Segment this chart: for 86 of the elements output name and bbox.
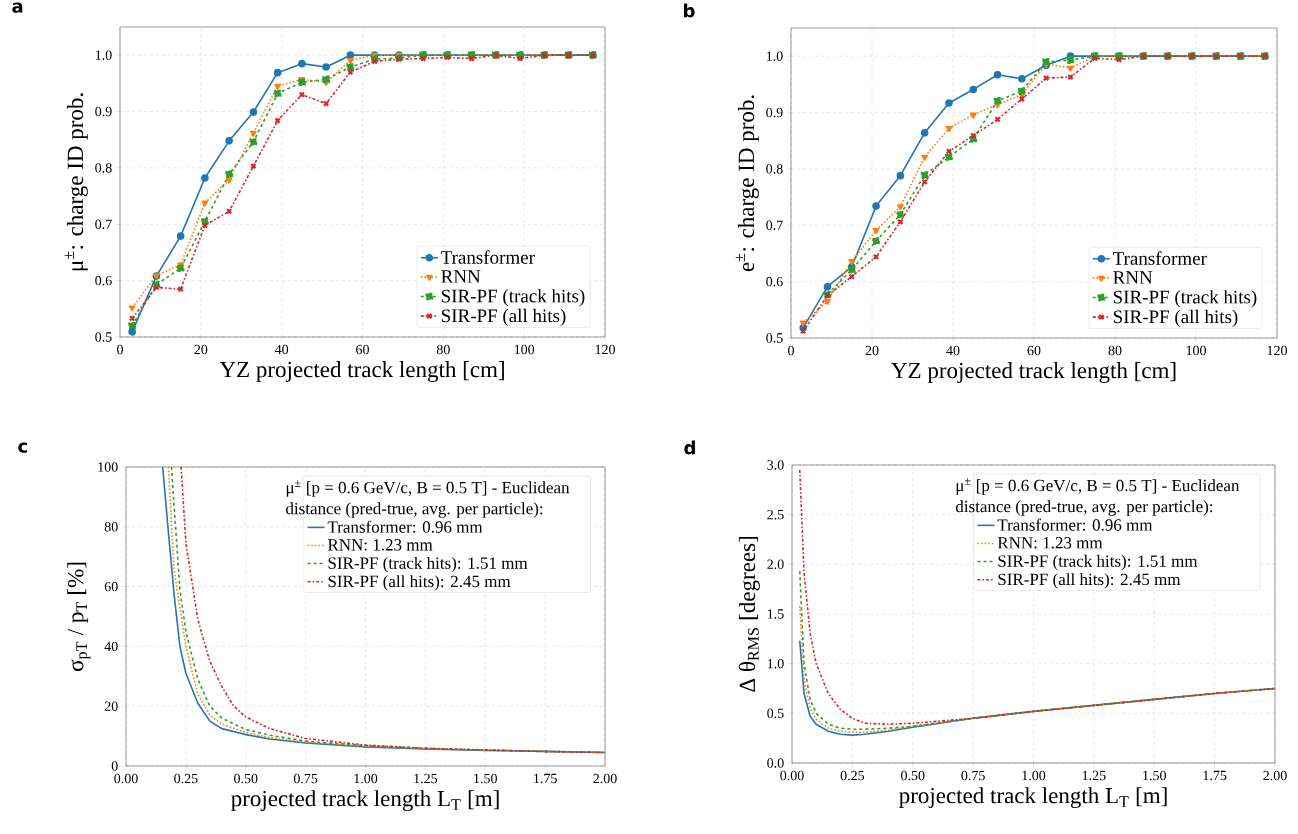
x-axis-title: YZ projected track length [cm] — [891, 362, 1176, 384]
y-tick-label: 40 — [104, 641, 118, 652]
legend-label: SIR-PF (all hits) — [1113, 309, 1238, 328]
chart-title: c — [18, 442, 28, 453]
x-tick-label: 40 — [946, 345, 960, 356]
x-tick-label: 1.25 — [414, 773, 438, 784]
y-tick-label: 0.5 — [767, 708, 784, 719]
y-tick-label: 1.0 — [95, 50, 112, 60]
y-tick-label: 3.0 — [767, 460, 784, 470]
legend-label: RNN — [441, 270, 481, 283]
x-tick-label: 60 — [1027, 345, 1041, 356]
legend-label: Transformer: 0.96 mm — [997, 518, 1153, 531]
y-tick-label: 0.0 — [767, 758, 784, 768]
x-axis-title: projected track length L$_{T}$ [m] — [231, 790, 499, 812]
legend-label: RNN: 1.23 mm — [997, 537, 1103, 549]
x-tick-label: 40 — [274, 344, 289, 355]
x-tick-label: 0.25 — [174, 773, 198, 784]
legend-label: SIR-PF (track hits) — [441, 289, 585, 307]
x-tick-label: 1.50 — [1143, 770, 1166, 781]
legend-label: Transformer: 0.96 mm — [327, 520, 483, 533]
y-tick-label: 60 — [104, 581, 118, 592]
y-tick-label: 2.5 — [767, 509, 784, 520]
y-tick-label: 0.5 — [95, 332, 112, 342]
x-tick-label: 20 — [865, 345, 879, 356]
y-tick-label: 0.9 — [766, 107, 783, 118]
x-tick-label: 60 — [356, 344, 369, 355]
y-axis-title: e$^{±}$: charge ID prob. — [735, 95, 759, 272]
x-axis-title: YZ projected track length [cm] — [219, 361, 504, 383]
x-tick-label: 1.00 — [1022, 770, 1046, 781]
x-tick-label: 0.25 — [840, 770, 865, 781]
x-tick-label: 1.75 — [534, 773, 557, 784]
x-axis-title: projected track length L$_{T}$ [m] — [899, 787, 1167, 809]
y-tick-label: 0.5 — [766, 333, 783, 343]
y-tick-label: 0.7 — [95, 219, 112, 230]
x-tick-label: 0.50 — [901, 770, 925, 781]
y-axis-title: σ$_{pT}$ / p$_{T}$ [%] — [67, 562, 91, 671]
legend-label: SIR-PF (track hits) — [1113, 290, 1257, 308]
y-tick-label: 1.0 — [767, 658, 784, 669]
y-tick-label: 0 — [111, 761, 118, 771]
x-tick-label: 0.50 — [234, 773, 258, 784]
x-tick-label: 0.00 — [780, 770, 804, 781]
x-tick-label: 1.25 — [1082, 770, 1106, 781]
x-tick-label: 20 — [194, 344, 208, 355]
x-tick-label: 0.00 — [114, 773, 138, 784]
x-tick-label: 0.75 — [961, 770, 985, 781]
y-tick-label: 0.6 — [95, 275, 112, 286]
x-tick-label: 120 — [1267, 345, 1287, 356]
chart-title: a — [12, 2, 23, 13]
y-tick-label: 0.6 — [766, 276, 783, 287]
legend-label: SIR-PF (track hits): 1.51 mm — [998, 554, 1198, 571]
x-tick-label: 0.75 — [293, 773, 318, 784]
x-tick-label: 1.00 — [354, 773, 378, 784]
y-axis-title: μ$^{±}$: charge ID prob. — [64, 93, 88, 271]
y-tick-label: 0.8 — [95, 163, 112, 173]
x-tick-label: 100 — [514, 344, 535, 355]
legend-label: SIR-PF (all hits): 2.45 mm — [998, 573, 1181, 589]
y-tick-label: 0.8 — [766, 164, 783, 174]
legend-title: μ$^{±}$ [p = 0.6 GeV/c, B = 0.5 T] - Euclidean distance (pred-true, avg. per particle): — [286, 480, 570, 518]
x-tick-label: 2.00 — [1263, 770, 1287, 781]
y-tick-label: 1.0 — [766, 51, 783, 61]
legend-label: RNN: 1.23 mm — [327, 539, 433, 551]
legend-label: RNN — [1113, 271, 1153, 284]
legend-label: SIR-PF (track hits): 1.51 mm — [328, 556, 528, 573]
x-tick-label: 0 — [788, 345, 794, 356]
x-tick-label: 1.50 — [474, 773, 497, 784]
y-tick-label: 2.0 — [767, 559, 784, 570]
legend-title: μ$^{±}$ [p = 0.6 GeV/c, B = 0.5 T] - Euclidean distance (pred-true, avg. per particle): — [955, 478, 1240, 516]
x-tick-label: 120 — [595, 344, 615, 355]
x-tick-label: 2.00 — [593, 773, 617, 784]
y-tick-label: 20 — [104, 701, 118, 711]
x-tick-label: 80 — [436, 344, 450, 355]
legend-label: Transformer — [441, 250, 535, 264]
y-axis-title: Δ θ$_{RMS}$ [degrees] — [738, 537, 760, 692]
chart-title: d — [684, 440, 695, 455]
y-tick-label: 0.9 — [95, 106, 112, 117]
x-tick-label: 100 — [1186, 345, 1206, 356]
legend-label: Transformer — [1112, 251, 1207, 265]
y-tick-label: 0.7 — [766, 220, 783, 231]
y-tick-label: 80 — [104, 522, 118, 532]
x-tick-label: 1.75 — [1203, 770, 1227, 781]
legend-label: SIR-PF (all hits) — [441, 308, 566, 327]
chart-title: b — [684, 3, 695, 18]
x-tick-label: 80 — [1108, 345, 1122, 356]
y-tick-label: 100 — [98, 462, 118, 472]
y-tick-label: 1.5 — [767, 609, 784, 619]
legend-label: SIR-PF (all hits): 2.45 mm — [328, 575, 511, 591]
